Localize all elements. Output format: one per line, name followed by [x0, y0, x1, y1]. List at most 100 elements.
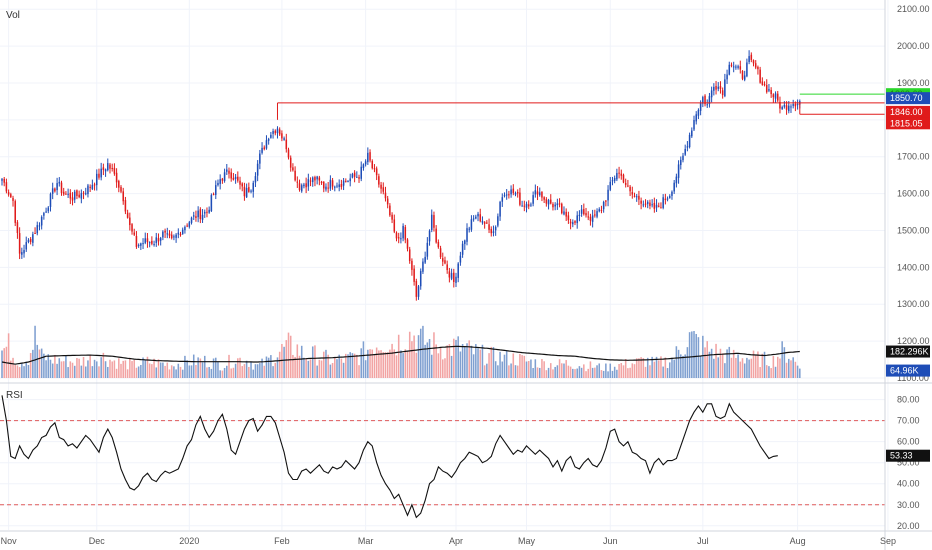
volume-bar-157 — [347, 354, 349, 378]
candle-body-132 — [292, 167, 294, 171]
price-tick-label-5: 1600.00 — [897, 189, 930, 199]
candle-body-27 — [60, 182, 63, 193]
candle-body-253 — [558, 203, 561, 205]
volume-bar-334 — [737, 354, 739, 378]
volume-bar-84 — [186, 360, 188, 378]
candle-body-266 — [587, 216, 589, 218]
volume-bar-125 — [276, 357, 279, 378]
candle-body-171 — [378, 176, 380, 185]
candle-body-361 — [796, 103, 799, 106]
price-tag-red-low-bg — [886, 117, 930, 130]
volume-bar-46 — [102, 352, 105, 378]
candle-body-263 — [580, 209, 583, 214]
candle-body-328 — [724, 79, 726, 97]
volume-bar-325 — [717, 357, 720, 378]
volume-bar-91 — [201, 362, 204, 378]
candle-body-255 — [563, 211, 565, 215]
volume-bar-120 — [265, 356, 268, 378]
candle-body-89 — [197, 210, 199, 218]
volume-bar-243 — [536, 367, 539, 378]
volume-bar-59 — [131, 361, 133, 378]
volume-bar-171 — [378, 350, 380, 378]
candle-body-331 — [730, 64, 733, 66]
volume-bar-64 — [142, 357, 144, 378]
candle-body-139 — [307, 179, 310, 187]
candle-body-324 — [715, 85, 717, 90]
candle-body-357 — [788, 105, 790, 112]
candle-body-110 — [243, 186, 246, 197]
volume-bar-138 — [305, 358, 307, 378]
candle-body-190 — [419, 271, 422, 287]
volume-bar-37 — [82, 357, 85, 378]
volume-bar-112 — [248, 366, 250, 378]
candle-body-202 — [446, 264, 448, 271]
volume-bar-115 — [254, 364, 257, 378]
volume-bar-359 — [792, 357, 794, 378]
candle-body-157 — [347, 180, 349, 182]
volume-bar-355 — [783, 347, 786, 378]
volume-bar-193 — [426, 342, 429, 378]
candle-body-71 — [157, 238, 160, 242]
candle-body-174 — [384, 192, 387, 199]
volume-bar-156 — [345, 353, 347, 378]
volume-bar-143 — [316, 365, 318, 378]
candle-body-222 — [490, 228, 493, 234]
volume-bar-51 — [113, 360, 116, 378]
candle-body-295 — [651, 204, 653, 206]
volume-bar-151 — [334, 357, 336, 378]
volume-bar-336 — [741, 358, 744, 378]
candle-body-228 — [503, 195, 506, 197]
time-tick-label-5: Apr — [449, 536, 463, 546]
volume-bar-152 — [336, 359, 338, 378]
candle-body-116 — [256, 163, 259, 176]
volume-bar-225 — [497, 365, 499, 378]
volume-bar-230 — [508, 365, 510, 378]
candle-body-342 — [754, 63, 757, 68]
candle-body-61 — [135, 236, 138, 247]
volume-bar-229 — [505, 350, 508, 378]
rsi-tick-label-2: 60.00 — [897, 437, 920, 447]
candle-body-261 — [576, 215, 578, 224]
volume-bar-295 — [651, 356, 653, 378]
candle-body-160 — [353, 172, 356, 177]
candle-body-128 — [283, 138, 285, 140]
volume-bar-99 — [219, 370, 221, 378]
candle-body-142 — [314, 177, 316, 181]
volume-bar-236 — [521, 355, 523, 378]
volume-bar-162 — [358, 365, 360, 378]
candle-body-13 — [29, 238, 32, 242]
candle-body-256 — [565, 211, 567, 217]
candle-body-311 — [686, 146, 689, 148]
candle-body-298 — [657, 205, 660, 207]
volume-bar-133 — [294, 356, 296, 378]
candle-body-286 — [631, 192, 634, 195]
candle-body-15 — [34, 232, 36, 234]
candle-body-151 — [334, 186, 336, 188]
candle-body-185 — [408, 249, 411, 262]
volume-bar-55 — [122, 360, 124, 378]
candle-body-188 — [415, 281, 418, 297]
candle-body-350 — [772, 94, 775, 98]
volume-bar-323 — [713, 358, 715, 378]
candle-body-6 — [14, 201, 16, 223]
candle-body-250 — [552, 203, 554, 208]
candle-body-215 — [475, 216, 477, 219]
candle-body-106 — [234, 176, 237, 179]
candle-body-247 — [545, 199, 548, 204]
volume-bar-223 — [492, 347, 495, 378]
volume-bar-158 — [349, 352, 351, 378]
candle-body-69 — [153, 244, 155, 246]
volume-bar-113 — [250, 362, 252, 378]
candle-body-115 — [254, 176, 257, 183]
candle-body-307 — [677, 164, 680, 178]
volume-bar-66 — [146, 356, 149, 378]
candle-body-39 — [87, 185, 89, 195]
candle-body-325 — [717, 86, 720, 89]
candle-body-244 — [538, 192, 541, 196]
candle-body-44 — [98, 173, 100, 178]
candle-body-67 — [148, 242, 151, 244]
candle-body-31 — [69, 192, 72, 199]
volume-bar-201 — [444, 358, 446, 378]
candle-body-235 — [519, 192, 521, 205]
candle-body-290 — [640, 200, 642, 204]
